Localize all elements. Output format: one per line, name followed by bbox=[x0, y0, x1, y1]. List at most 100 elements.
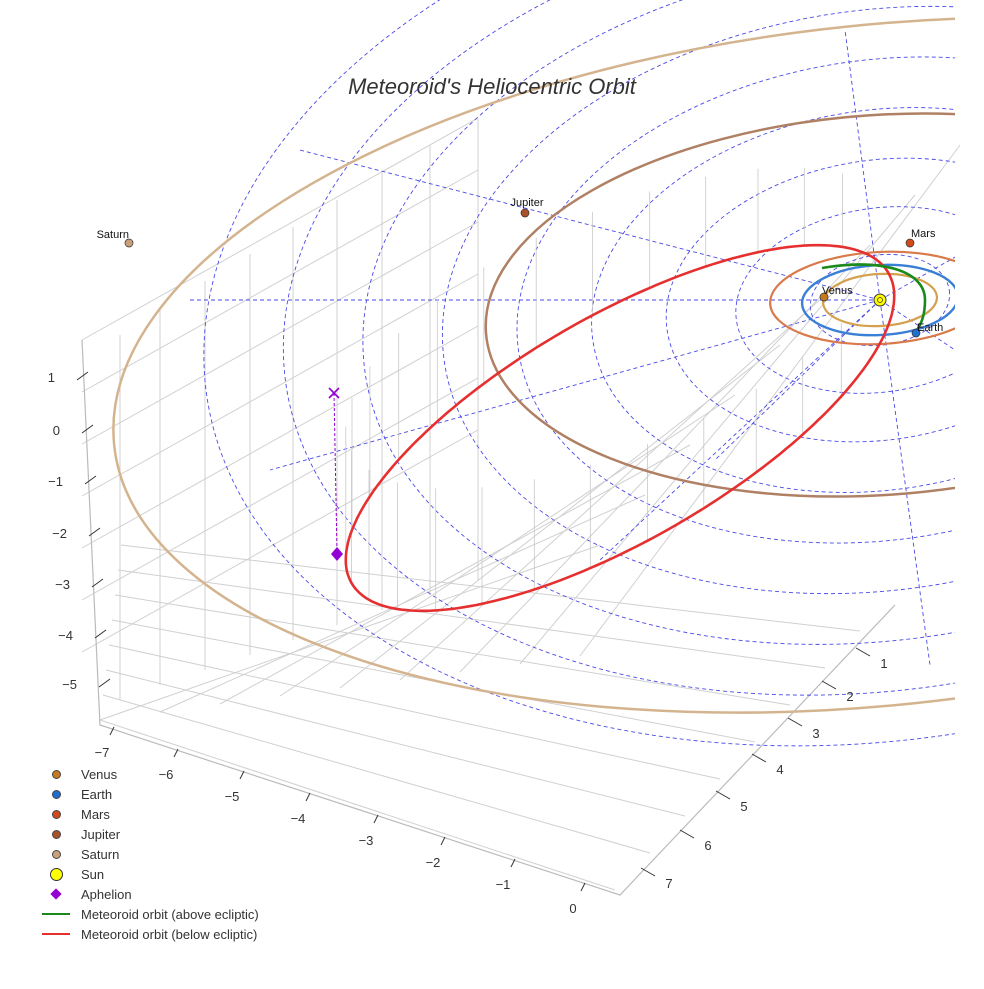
planet-orbits bbox=[112, 16, 955, 714]
y-tick-label: 2 bbox=[846, 689, 853, 704]
legend-label-sun: Sun bbox=[81, 866, 105, 882]
z-tick-mark bbox=[91, 578, 104, 588]
x-tick-mark bbox=[305, 792, 311, 802]
venus-marker-icon bbox=[38, 764, 74, 784]
y-tick-mark bbox=[855, 647, 871, 657]
ecliptic-ring bbox=[516, 56, 955, 544]
sun-marker-icon bbox=[38, 864, 74, 884]
grid-line bbox=[81, 377, 479, 601]
ecliptic-spoke bbox=[599, 299, 881, 561]
sun-core bbox=[877, 297, 883, 303]
z-tick-mark bbox=[76, 371, 89, 381]
legend-item-venus[interactable]: Venus bbox=[38, 764, 259, 784]
mars-orbit bbox=[769, 250, 955, 346]
mars-marker-icon bbox=[38, 804, 74, 824]
earth-label: Earth bbox=[917, 322, 943, 334]
grid-line bbox=[114, 594, 791, 706]
jupiter-marker-icon bbox=[38, 824, 74, 844]
x-tick-label: −2 bbox=[426, 855, 441, 870]
legend-item-sun[interactable]: Sun bbox=[38, 864, 259, 884]
x-tick-mark bbox=[239, 770, 245, 780]
diamond-icon bbox=[38, 884, 74, 904]
legend-item-aphelion[interactable]: Aphelion bbox=[38, 884, 259, 904]
ecliptic-ring bbox=[665, 157, 955, 443]
y-tick-mark bbox=[751, 753, 767, 763]
legend-label-aphelion: Aphelion bbox=[81, 886, 132, 902]
ecliptic-grid bbox=[190, 0, 955, 747]
legend-label-orbit-above: Meteoroid orbit (above ecliptic) bbox=[81, 906, 259, 922]
ecliptic-ring bbox=[362, 0, 955, 645]
legend-item-saturn[interactable]: Saturn bbox=[38, 844, 259, 864]
ecliptic-ring bbox=[441, 5, 955, 595]
z-tick-label: −5 bbox=[62, 677, 77, 692]
grid-line bbox=[81, 117, 479, 341]
y-tick-label: 7 bbox=[665, 876, 672, 891]
x-tick-mark bbox=[373, 814, 379, 824]
jupiter-label: Jupiter bbox=[510, 197, 543, 209]
legend-item-jupiter[interactable]: Jupiter bbox=[38, 824, 259, 844]
grid-line bbox=[339, 344, 781, 689]
z-tick-label: 1 bbox=[48, 370, 55, 385]
saturn-marker-icon bbox=[38, 844, 74, 864]
legend: Venus Earth Mars Jupiter Saturn Sun Aphe… bbox=[38, 764, 259, 944]
ecliptic-spoke bbox=[844, 29, 881, 301]
z-tick-label: 0 bbox=[53, 423, 60, 438]
ecliptic-spoke bbox=[299, 149, 881, 301]
ecliptic-ring bbox=[282, 0, 955, 696]
y-tick-label: 3 bbox=[812, 726, 819, 741]
z-tick-label: −1 bbox=[48, 474, 63, 489]
legend-item-mars[interactable]: Mars bbox=[38, 804, 259, 824]
z-tick-mark bbox=[81, 424, 94, 434]
aphelion-projection-marker bbox=[328, 387, 340, 399]
y-tick-mark bbox=[787, 717, 803, 727]
grid-line bbox=[399, 294, 826, 681]
y-tick-label: 5 bbox=[740, 799, 747, 814]
legend-item-orbit-below[interactable]: Meteoroid orbit (below ecliptic) bbox=[38, 924, 259, 944]
box-edge bbox=[81, 339, 896, 896]
legend-item-orbit-above[interactable]: Meteoroid orbit (above ecliptic) bbox=[38, 904, 259, 924]
grid-line bbox=[105, 669, 686, 817]
y-tick-label: 4 bbox=[776, 762, 783, 777]
legend-item-earth[interactable]: Earth bbox=[38, 784, 259, 804]
legend-label-saturn: Saturn bbox=[81, 846, 120, 862]
meteoroid-orbit-above bbox=[821, 263, 927, 333]
venus-orbit bbox=[821, 272, 939, 328]
x-tick-label: −7 bbox=[95, 745, 110, 760]
x-tick-mark bbox=[580, 882, 586, 892]
ecliptic-ring bbox=[591, 107, 955, 493]
jupiter-marker bbox=[520, 208, 530, 218]
x-tick-label: −3 bbox=[359, 833, 374, 848]
z-tick-label: −3 bbox=[55, 577, 70, 592]
grid-line bbox=[81, 221, 479, 445]
chart-title: Meteoroid's Heliocentric Orbit bbox=[348, 74, 636, 99]
aphelion-drop-line bbox=[333, 392, 338, 554]
ecliptic-spoke bbox=[714, 299, 881, 461]
y-tick-label: 6 bbox=[704, 838, 711, 853]
z-tick-mark bbox=[98, 678, 111, 688]
legend-label-earth: Earth bbox=[81, 786, 113, 802]
saturn-label: Saturn bbox=[97, 229, 129, 241]
y-tick-mark bbox=[821, 680, 837, 690]
grid-line bbox=[81, 169, 479, 393]
green-line-icon bbox=[38, 904, 74, 924]
z-tick-mark bbox=[88, 527, 101, 537]
earth-marker-icon bbox=[38, 784, 74, 804]
legend-label-orbit-below: Meteoroid orbit (below ecliptic) bbox=[81, 926, 258, 942]
jupiter-orbit bbox=[484, 112, 955, 498]
x-tick-mark bbox=[510, 858, 516, 868]
y-tick-mark bbox=[640, 867, 656, 877]
grid-line bbox=[81, 273, 479, 497]
legend-label-venus: Venus bbox=[81, 766, 118, 782]
z-tick-label: −2 bbox=[52, 526, 67, 541]
grid-line bbox=[99, 719, 616, 891]
grid-line bbox=[579, 144, 961, 657]
legend-label-mars: Mars bbox=[81, 806, 110, 822]
x-tick-mark bbox=[109, 726, 115, 736]
ecliptic-spoke bbox=[879, 299, 931, 666]
ecliptic-ring bbox=[735, 206, 955, 394]
earth-marker bbox=[911, 328, 921, 338]
z-tick-mark bbox=[84, 475, 97, 485]
meteoroid-orbit-below bbox=[344, 243, 896, 613]
saturn-orbit bbox=[112, 16, 955, 714]
x-tick-mark bbox=[173, 748, 179, 758]
